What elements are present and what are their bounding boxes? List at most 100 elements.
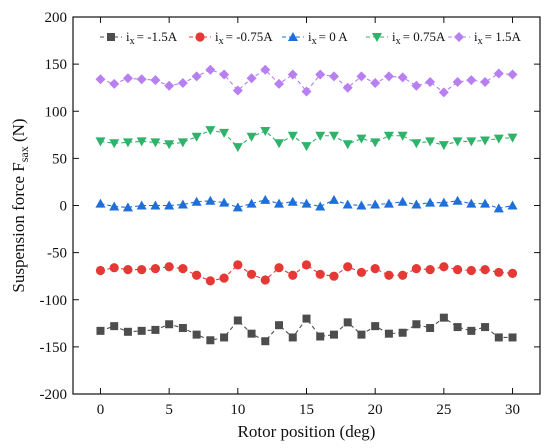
- data-point: [357, 330, 366, 339]
- data-point: [356, 267, 367, 278]
- y-tick-label: 50: [52, 151, 67, 167]
- legend-label-subscript: x: [312, 36, 317, 47]
- data-point: [466, 75, 477, 86]
- data-point: [343, 318, 352, 327]
- data-point: [384, 270, 394, 280]
- data-point: [480, 136, 491, 146]
- data-point: [425, 137, 436, 147]
- data-point: [178, 324, 187, 333]
- data-point: [370, 199, 381, 209]
- data-point: [246, 73, 257, 84]
- legend-label-rest: = -0.75A: [226, 29, 274, 44]
- data-point: [356, 134, 367, 144]
- data-point: [466, 198, 477, 208]
- legend-item: ix = 0 A: [282, 29, 348, 47]
- data-point: [452, 195, 463, 205]
- data-point: [493, 203, 504, 213]
- legend-label-rest: = 1.5A: [485, 29, 522, 44]
- data-point: [260, 64, 271, 75]
- data-point: [260, 194, 271, 204]
- data-point: [150, 264, 161, 274]
- data-point: [425, 264, 435, 275]
- data-point: [315, 131, 326, 141]
- data-point: [191, 196, 202, 206]
- data-point: [191, 132, 202, 142]
- data-point: [177, 199, 188, 209]
- data-point: [370, 77, 381, 88]
- data-point: [151, 325, 160, 334]
- legend-label-subscript: x: [219, 36, 224, 47]
- data-point: [192, 270, 202, 280]
- data-point: [356, 71, 367, 82]
- data-point: [507, 268, 518, 278]
- y-axis-title-main: Suspension force F: [9, 162, 28, 292]
- data-point: [136, 200, 147, 210]
- x-tick-label: 0: [97, 402, 105, 418]
- data-point: [411, 264, 421, 274]
- data-point: [191, 71, 202, 82]
- data-point: [453, 323, 462, 332]
- data-point: [246, 198, 257, 208]
- data-point: [371, 322, 380, 331]
- data-point: [315, 269, 325, 279]
- legend-marker: [288, 32, 298, 41]
- data-point: [274, 198, 285, 208]
- legend-item: ix = -1.5A: [100, 29, 178, 47]
- data-point: [438, 197, 449, 207]
- data-point: [383, 198, 394, 208]
- data-point: [370, 264, 380, 274]
- data-point: [342, 199, 353, 209]
- data-point: [232, 85, 243, 96]
- y-tick-label: -150: [40, 340, 68, 356]
- data-point: [205, 195, 216, 205]
- data-point: [481, 323, 490, 332]
- data-point: [397, 196, 408, 206]
- data-point: [109, 78, 120, 89]
- data-point: [219, 273, 229, 283]
- data-point: [328, 194, 339, 204]
- data-point: [412, 320, 421, 329]
- data-point: [480, 77, 491, 88]
- data-point: [425, 197, 436, 207]
- series-1: [95, 260, 518, 286]
- y-axis-title-subscript: sax: [17, 146, 31, 162]
- legend-label: ix = -1.5A: [126, 29, 178, 47]
- data-point: [122, 202, 133, 212]
- data-point: [411, 199, 422, 209]
- y-axis-ticks: -200 -150 -100 -50 0 50 100 150 200: [40, 10, 540, 403]
- data-point: [425, 77, 436, 88]
- legend-label-main: i: [392, 29, 396, 44]
- data-point: [411, 80, 422, 91]
- data-point: [301, 198, 312, 208]
- data-point: [384, 329, 393, 338]
- data-point: [438, 87, 449, 98]
- data-point: [206, 336, 215, 345]
- legend-label: ix = 0.75A: [392, 29, 446, 47]
- legend-label: ix = -0.75A: [215, 29, 273, 47]
- data-point: [164, 200, 175, 210]
- data-point: [109, 139, 120, 149]
- data-point: [301, 260, 312, 270]
- legend-label: ix = 0 A: [308, 29, 348, 47]
- x-axis-title: Rotor position (deg): [238, 422, 376, 441]
- data-point: [177, 77, 188, 88]
- x-tick-label: 15: [299, 402, 314, 418]
- data-point: [177, 138, 188, 148]
- y-tick-label: 200: [45, 10, 68, 26]
- data-point: [165, 320, 174, 329]
- data-point: [383, 131, 394, 141]
- legend-marker: [107, 33, 115, 41]
- data-point: [452, 137, 463, 147]
- y-tick-label: -50: [47, 246, 67, 262]
- y-tick-label: -100: [40, 293, 68, 309]
- data-point: [398, 270, 408, 280]
- plot-marks: [95, 64, 518, 346]
- legend-label-main: i: [126, 29, 130, 44]
- data-point: [397, 72, 408, 83]
- data-point: [342, 140, 353, 150]
- data-point: [164, 80, 175, 91]
- data-point: [288, 333, 297, 342]
- legend-label-main: i: [474, 29, 478, 44]
- data-point: [275, 321, 284, 330]
